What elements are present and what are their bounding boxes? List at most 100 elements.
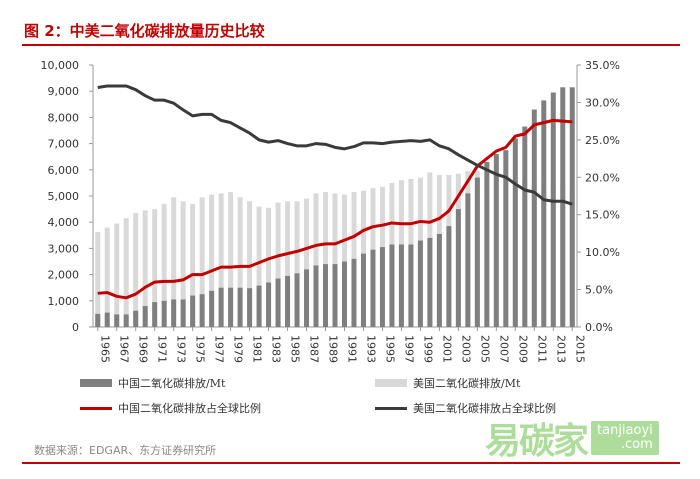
legend-label: 美国二氧化碳排放占全球比例 [413, 402, 556, 415]
bar-china-1986 [294, 273, 300, 327]
legend-label: 美国二氧化碳排放/Mt [413, 377, 521, 390]
x-tick-label: 1975 [194, 335, 207, 363]
bar-us-1965 [95, 231, 101, 327]
bar-us-1971 [152, 209, 158, 327]
watermark-domain: tanjiaoyi .com [591, 421, 659, 455]
x-tick-label: 1967 [118, 335, 131, 363]
bar-china-1992 [351, 258, 357, 327]
right-tick-label: 15.0% [585, 209, 620, 222]
bar-china-1988 [313, 265, 319, 327]
x-tick-label: 1991 [345, 335, 358, 363]
bar-china-2006 [484, 161, 490, 327]
line-us-share [97, 84, 573, 206]
x-tick-label: 1985 [289, 335, 302, 363]
bar-us-1979 [228, 192, 234, 327]
bar-china-2015 [569, 87, 575, 328]
bar-china-1989 [323, 264, 329, 327]
right-tick-label: 35.0% [585, 59, 620, 72]
watermark-domain-2: .com [620, 437, 653, 452]
left-tick-label: 2,000 [48, 269, 80, 282]
bar-us-1987 [304, 198, 310, 327]
bar-us-1975 [190, 203, 196, 327]
bar-china-1982 [256, 285, 262, 327]
watermark-text: 易碳家 [485, 421, 589, 462]
x-tick-label: 2003 [459, 335, 472, 363]
bar-china-1978 [218, 287, 224, 327]
right-tick-label: 0.0% [585, 321, 613, 334]
title-divider [22, 44, 680, 46]
figure-title: 图 2：中美二氧化碳排放量历史比较 [24, 22, 265, 40]
bar-china-1970 [142, 306, 148, 327]
bar-china-2013 [550, 92, 556, 327]
right-tick-label: 25.0% [585, 134, 620, 147]
bar-china-1974 [180, 299, 186, 327]
bar-us-1980 [237, 197, 243, 327]
bar-china-1983 [266, 282, 272, 327]
x-tick-label: 1977 [213, 335, 226, 363]
bar-china-1979 [228, 287, 234, 327]
bar-us-1989 [323, 192, 329, 327]
bar-china-1995 [379, 247, 385, 327]
x-tick-label: 1965 [99, 335, 112, 363]
left-tick-label: 3,000 [48, 242, 80, 255]
right-tick-label: 10.0% [585, 246, 620, 259]
x-tick-label: 1997 [402, 335, 415, 363]
bar-china-1997 [398, 244, 404, 327]
bar-china-1987 [304, 269, 310, 327]
watermark-domain-1: tanjiaoyi [597, 423, 653, 438]
left-tick-label: 8,000 [48, 111, 80, 124]
bar-china-2001 [436, 233, 442, 327]
bar-us-1966 [104, 227, 110, 327]
left-tick-label: 6,000 [48, 164, 80, 177]
x-tick-label: 1971 [156, 335, 169, 363]
bar-china-1994 [370, 249, 376, 327]
bar-china-2004 [465, 193, 471, 327]
bar-us-1970 [142, 210, 148, 327]
bar-us-1977 [209, 194, 215, 327]
x-tick-label: 2009 [516, 335, 529, 363]
x-tick-label: 2007 [497, 335, 510, 363]
right-tick-label: 5.0% [585, 284, 613, 297]
bar-china-2011 [531, 109, 537, 327]
legend-label: 中国二氧化碳排放/Mt [118, 377, 226, 390]
bar-china-1966 [104, 312, 110, 327]
bar-china-1975 [190, 295, 196, 327]
bar-china-1972 [161, 300, 167, 327]
bar-us-1972 [161, 203, 167, 327]
x-tick-label: 2013 [554, 335, 567, 363]
bar-us-1990 [332, 193, 338, 327]
bar-china-1993 [360, 253, 366, 327]
bar-china-1977 [209, 290, 215, 327]
right-tick-label: 30.0% [585, 96, 620, 109]
bar-china-1973 [171, 299, 177, 327]
bar-china-1985 [285, 275, 291, 327]
x-tick-label: 1969 [137, 335, 150, 363]
x-tick-label: 1995 [383, 335, 396, 363]
x-tick-label: 1999 [421, 335, 434, 363]
x-tick-label: 1983 [270, 335, 283, 363]
bar-china-2008 [503, 150, 509, 327]
source-note: 数据来源：EDGAR、东方证券研究所 [34, 444, 217, 457]
bar-china-2010 [522, 126, 528, 327]
x-tick-label: 1987 [308, 335, 321, 363]
bar-us-1991 [341, 194, 347, 327]
bar-china-1968 [123, 314, 129, 327]
bar-china-2014 [560, 87, 566, 328]
bar-us-1983 [266, 207, 272, 327]
left-tick-label: 4,000 [48, 216, 80, 229]
legend-label: 中国二氧化碳排放占全球比例 [118, 402, 261, 415]
left-tick-label: 0 [72, 321, 79, 334]
bar-china-1967 [114, 314, 120, 327]
x-tick-label: 1989 [327, 335, 340, 363]
bar-us-1981 [247, 201, 253, 327]
bar-us-1985 [285, 201, 291, 327]
legend-us-line: 美国二氧化碳排放占全球比例 [375, 400, 556, 416]
x-tick-label: 2015 [573, 335, 586, 363]
bar-china-2003 [455, 209, 461, 327]
bar-us-1986 [294, 201, 300, 327]
legend-swatch-china-line [80, 406, 112, 410]
legend-china-line: 中国二氧化碳排放占全球比例 [80, 400, 261, 416]
left-tick-label: 9,000 [48, 85, 80, 98]
bar-china-2000 [427, 237, 433, 327]
